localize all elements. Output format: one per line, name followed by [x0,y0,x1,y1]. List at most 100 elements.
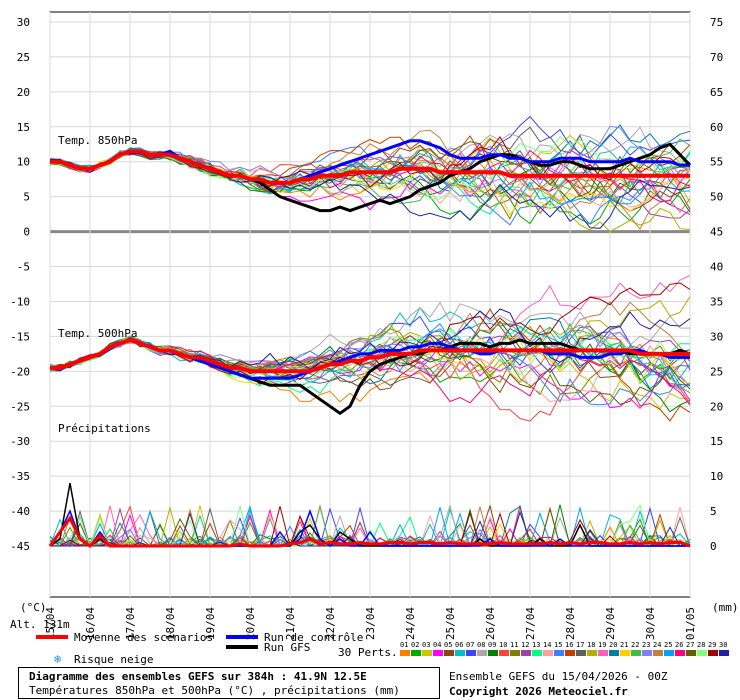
pert-number-label: 12 [521,641,529,649]
x-tick-label: 16/04 [84,607,97,640]
x-tick-label: 30/04 [644,607,657,640]
pert-number-label: 25 [664,641,672,649]
left-tick-label: -25 [10,400,30,413]
legend-gfs-label: Run GFS [264,641,310,654]
pert-color-swatch [697,650,707,656]
pert-number-label: 10 [499,641,507,649]
x-tick-label: 20/04 [244,607,257,640]
pert-color-swatch [642,650,652,656]
series-t500-line [50,337,690,374]
x-tick-label: 23/04 [364,607,377,640]
right-tick-label: 0 [710,540,717,553]
pert-color-swatch [488,650,498,656]
panel-label-t500: Temp. 500hPa [58,327,137,340]
pert-color-swatch [587,650,597,656]
right-tick-label: 55 [710,156,723,169]
footer-subtitle: Températures 850hPa et 500hPa (°C) , pré… [29,684,400,697]
legend-mean-label: Moyenne des scénarios [74,631,213,644]
pert-color-swatch [576,650,586,656]
pert-number-label: 19 [598,641,606,649]
chart-grid [49,11,691,598]
pert-number-label: 24 [653,641,661,649]
pert-color-swatch [444,650,454,656]
right-tick-label: 65 [710,86,723,99]
panel-label-precip: Précipitations [58,422,151,435]
legend-control-label: Run de contrôle [264,631,363,644]
right-tick-label: 5 [710,505,717,518]
pert-number-label: 16 [565,641,573,649]
snowflake-icon: ❄ [54,652,61,666]
pert-number-label: 26 [675,641,683,649]
pert-number-label: 04 [433,641,441,649]
left-tick-label: -10 [10,295,30,308]
right-tick-label: 10 [710,470,723,483]
left-tick-label: 0 [23,226,30,239]
pert-color-swatch [708,650,718,656]
x-tick-label: 24/04 [404,607,417,640]
x-tick-label: 28/04 [564,607,577,640]
left-tick-label: -40 [10,505,30,518]
pert-number-label: 17 [576,641,584,649]
pert-color-swatch [455,650,465,656]
panel-label-t850: Temp. 850hPa [58,134,137,147]
left-axis-ticks: 30 25 20 15 10 5 0 -5 -10 -15 -20 -25 -30 -35 -40 -45 [10,16,30,553]
left-tick-label: -5 [17,261,30,274]
left-tick-label: -20 [10,365,30,378]
footer-box: Diagramme des ensembles GEFS sur 384h : … [18,667,440,699]
legend-snow-label: Risque neige [74,653,153,666]
x-tick-label: 29/04 [604,607,617,640]
pert-number-label: 08 [477,641,485,649]
pert-color-swatch [543,650,553,656]
run-info: Ensemble GEFS du 15/04/2026 - 00Z [449,670,668,683]
pert-number-label: 23 [642,641,650,649]
pert-number-label: 13 [532,641,540,649]
pert-color-swatch [609,650,619,656]
right-tick-label: 60 [710,121,723,134]
x-tick-label: 17/04 [124,607,137,640]
pert-color-swatch [400,650,410,656]
pert-number-label: 14 [543,641,551,649]
right-tick-label: 70 [710,51,723,64]
pert-number-label: 29 [708,641,716,649]
pert-number-label: 01 [400,641,408,649]
pert-color-swatch [631,650,641,656]
pert-number-label: 28 [697,641,705,649]
pert-number-label: 27 [686,641,694,649]
copyright: Copyright 2026 Meteociel.fr [449,685,628,698]
pert-number-label: 15 [554,641,562,649]
perturbation-legend: 01 02 03 04 05 06 07 08 09 10 11 12 13 14 15 16 17 18 19 20… [400,641,729,656]
pert-color-swatch [466,650,476,656]
x-tick-label: 21/04 [284,607,297,640]
right-tick-label: 25 [710,365,723,378]
pert-number-label: 21 [620,641,628,649]
legend-perts-label: 30 Perts. [338,646,398,659]
x-axis-ticks: 15/04 16/04 17/04 18/04 19/04 20/04 21/04 22/04… [44,607,697,640]
pert-color-swatch [686,650,696,656]
right-tick-label: 45 [710,226,723,239]
pert-color-swatch [565,650,575,656]
pert-number-label: 20 [609,641,617,649]
x-tick-label: 26/04 [484,607,497,640]
right-tick-label: 75 [710,16,723,29]
pert-color-swatch [719,650,729,656]
right-tick-label: 40 [710,261,723,274]
left-tick-label: -35 [10,470,30,483]
pert-color-swatch [433,650,443,656]
pert-color-swatch [499,650,509,656]
left-tick-label: 20 [17,86,30,99]
left-tick-label: -30 [10,435,30,448]
pert-number-label: 22 [631,641,639,649]
pert-number-label: 30 [719,641,727,649]
left-axis-unit: (°C) [20,601,47,614]
pert-color-swatch [411,650,421,656]
pert-color-swatch [620,650,630,656]
main-series-lines [48,139,692,548]
pert-number-label: 05 [444,641,452,649]
pert-number-label: 03 [422,641,430,649]
pert-t500-line [49,326,691,394]
pert-color-swatch [477,650,487,656]
left-tick-label: 30 [17,16,30,29]
x-tick-label: 15/04 [44,607,57,640]
pert-t500-line [49,335,691,405]
